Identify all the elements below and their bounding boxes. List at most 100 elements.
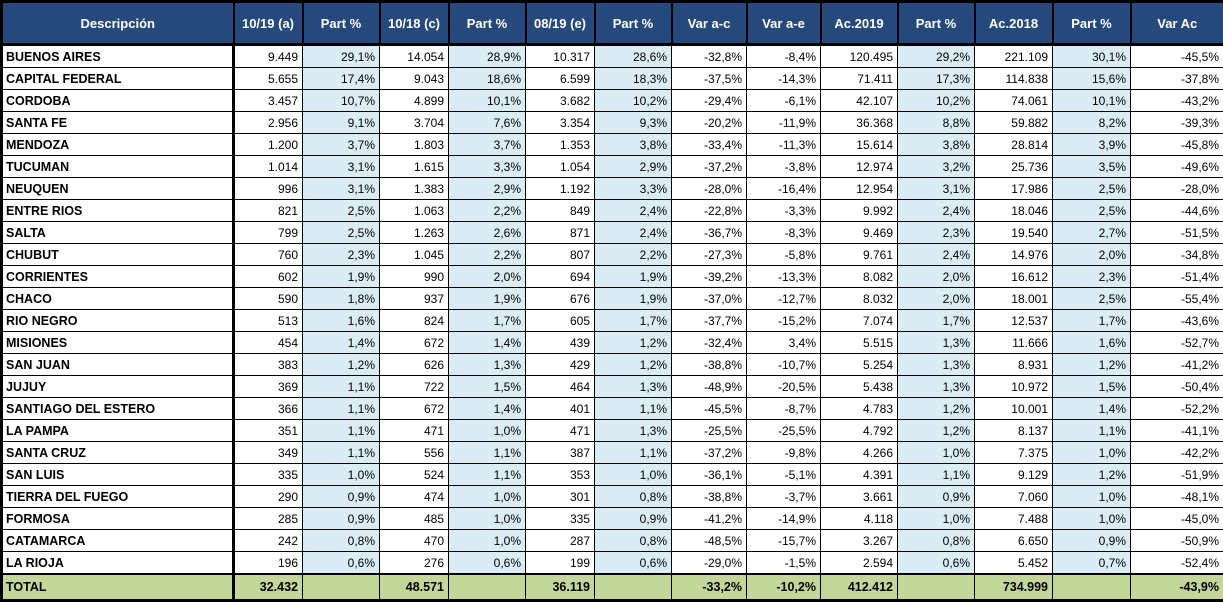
cell: 14.054 (380, 45, 449, 68)
cell: 0,9% (898, 486, 975, 508)
cell: -25,5% (672, 420, 747, 442)
column-header: Var a-c (672, 2, 747, 45)
cell: -12,7% (747, 288, 821, 310)
cell: -36,7% (672, 222, 747, 244)
cell: 760 (234, 244, 303, 266)
cell: 1,1% (303, 398, 380, 420)
cell: 3.267 (821, 530, 898, 552)
row-label: SAN LUIS (2, 464, 234, 486)
cell: -28,0% (672, 178, 747, 200)
cell: -14,9% (747, 508, 821, 530)
cell: 18,3% (595, 68, 672, 90)
cell: 0,7% (1053, 552, 1131, 575)
cell: 42.107 (821, 90, 898, 112)
cell: 1,0% (898, 508, 975, 530)
cell: 1,9% (303, 266, 380, 288)
cell: 4.118 (821, 508, 898, 530)
cell: 28.814 (975, 134, 1053, 156)
cell: -44,6% (1131, 200, 1223, 222)
cell: -37,0% (672, 288, 747, 310)
cell: 2.594 (821, 552, 898, 575)
cell: 2,0% (898, 288, 975, 310)
cell: 1,2% (1053, 464, 1131, 486)
cell: -50,9% (1131, 530, 1223, 552)
cell: 8,2% (1053, 112, 1131, 134)
cell: 71.411 (821, 68, 898, 90)
cell: -15,2% (747, 310, 821, 332)
cell: -14,3% (747, 68, 821, 90)
cell: 196 (234, 552, 303, 575)
cell: 3,8% (595, 134, 672, 156)
cell: 9.992 (821, 200, 898, 222)
cell: 824 (380, 310, 449, 332)
cell: 8.137 (975, 420, 1053, 442)
cell: 383 (234, 354, 303, 376)
cell: -29,0% (672, 552, 747, 575)
column-header: Ac.2019 (821, 2, 898, 45)
cell: 1,2% (595, 354, 672, 376)
cell: 2,6% (449, 222, 526, 244)
cell: -3,3% (747, 200, 821, 222)
cell: 1.063 (380, 200, 449, 222)
cell: 387 (526, 442, 595, 464)
cell: 4.792 (821, 420, 898, 442)
cell: 366 (234, 398, 303, 420)
cell: 1,2% (898, 420, 975, 442)
row-label: SANTA CRUZ (2, 442, 234, 464)
cell: 1,4% (303, 332, 380, 354)
cell: 9.469 (821, 222, 898, 244)
column-header-description: Descripción (2, 2, 234, 45)
cell: 1,1% (449, 464, 526, 486)
cell: -37,2% (672, 442, 747, 464)
cell: -45,5% (672, 398, 747, 420)
row-label: TUCUMAN (2, 156, 234, 178)
cell: 626 (380, 354, 449, 376)
cell: 3,1% (303, 178, 380, 200)
cell: 1,1% (595, 442, 672, 464)
cell: 10,7% (303, 90, 380, 112)
cell: -5,1% (747, 464, 821, 486)
cell: 454 (234, 332, 303, 354)
column-header: Var Ac (1131, 2, 1223, 45)
cell: 5.452 (975, 552, 1053, 575)
cell: 2,0% (1053, 244, 1131, 266)
cell: 4.266 (821, 442, 898, 464)
cell: 1.383 (380, 178, 449, 200)
cell: 2,3% (1053, 266, 1131, 288)
cell: 672 (380, 398, 449, 420)
column-header: 10/18 (c) (380, 2, 449, 45)
cell: 1.803 (380, 134, 449, 156)
row-label: MISIONES (2, 332, 234, 354)
total-cell: 734.999 (975, 574, 1053, 601)
total-cell (898, 574, 975, 601)
cell: 556 (380, 442, 449, 464)
cell: 474 (380, 486, 449, 508)
cell: 17,4% (303, 68, 380, 90)
cell: 3,2% (898, 156, 975, 178)
total-label: TOTAL (2, 574, 234, 601)
cell: -15,7% (747, 530, 821, 552)
cell: 1,0% (1053, 508, 1131, 530)
total-cell: 48.571 (380, 574, 449, 601)
cell: 2,0% (449, 266, 526, 288)
cell: -50,4% (1131, 376, 1223, 398)
cell: 349 (234, 442, 303, 464)
cell: 1,9% (595, 266, 672, 288)
row-label: NEUQUEN (2, 178, 234, 200)
cell: -32,8% (672, 45, 747, 68)
row-label: FORMOSA (2, 508, 234, 530)
row-label: TIERRA DEL FUEGO (2, 486, 234, 508)
cell: -32,4% (672, 332, 747, 354)
cell: -20,5% (747, 376, 821, 398)
cell: 1,3% (595, 420, 672, 442)
cell: -11,9% (747, 112, 821, 134)
row-label: JUJUY (2, 376, 234, 398)
cell: 7.074 (821, 310, 898, 332)
